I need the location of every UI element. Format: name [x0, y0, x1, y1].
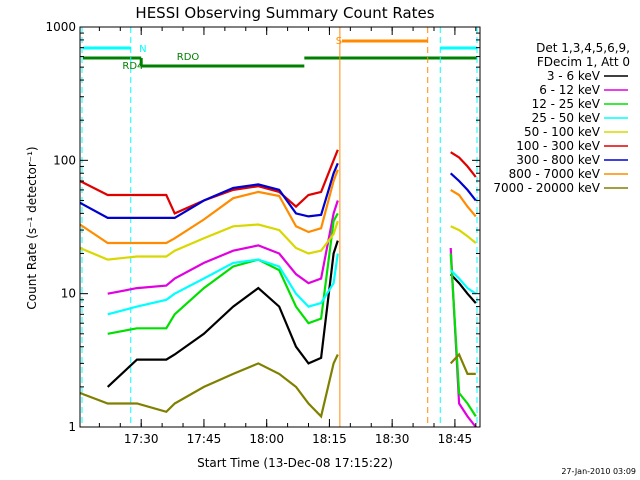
- annotation-s: S: [336, 36, 342, 47]
- series-line-6: [79, 162, 339, 219]
- series-line-3: [107, 253, 339, 316]
- series-line-8: [449, 352, 476, 375]
- legend-entry-label: 50 - 100 keV: [524, 125, 601, 139]
- series-line-7: [79, 169, 339, 245]
- series-group: [79, 149, 477, 428]
- series-line-1: [107, 200, 339, 295]
- legend-entry-label: 3 - 6 keV: [547, 69, 601, 83]
- legend-entry-label: 12 - 25 keV: [532, 97, 601, 111]
- orbit-bands: N S RDO RD4: [81, 27, 478, 427]
- y-tick-label: 1000: [45, 20, 76, 34]
- series-line-2: [449, 253, 477, 417]
- legend-entry-label: 300 - 800 keV: [516, 153, 600, 167]
- series-line-8: [79, 354, 339, 419]
- legend-header-line1: Det 1,3,4,5,6,9,: [536, 41, 630, 55]
- legend-entry-label: 100 - 300 keV: [516, 139, 600, 153]
- series-line-5: [450, 151, 477, 178]
- y-tick-label: 10: [61, 287, 76, 301]
- series-line-3: [449, 269, 477, 295]
- series-line-0: [449, 273, 477, 304]
- legend-header-line2: FDecim 1, Att 0: [537, 55, 630, 69]
- x-tick-label: 17:45: [187, 432, 222, 446]
- timestamp: 27-Jan-2010 03:09: [561, 467, 636, 476]
- series-line-4: [450, 225, 477, 244]
- y-axis: 1 10 100 1000: [45, 20, 480, 434]
- plot-frame: [79, 26, 481, 428]
- x-axis: 17:30 17:45 18:00 18:15 18:30 18:45: [98, 27, 477, 446]
- y-tick-label: 100: [53, 153, 76, 167]
- series-line-5: [79, 149, 339, 215]
- x-tick-label: 17:30: [124, 432, 159, 446]
- series-line-0: [106, 240, 339, 388]
- y-tick-label: 1: [68, 420, 76, 434]
- x-tick-label: 18:15: [312, 432, 347, 446]
- x-tick-label: 18:45: [438, 432, 473, 446]
- legend-entry-label: 800 - 7000 keV: [509, 167, 601, 181]
- legend-entry-label: 7000 - 20000 keV: [493, 181, 600, 195]
- chart-title: HESSI Observing Summary Count Rates: [135, 4, 434, 22]
- annotation-rd4: RD4: [122, 61, 143, 72]
- x-tick-label: 18:00: [249, 432, 284, 446]
- annotation-n: N: [139, 44, 146, 55]
- annotation-rdo: RDO: [177, 52, 200, 63]
- legend-entry-label: 6 - 12 keV: [539, 83, 601, 97]
- legend: Det 1,3,4,5,6,9, FDecim 1, Att 0 3 - 6 k…: [493, 41, 630, 195]
- series-line-7: [450, 188, 477, 218]
- series-line-4: [79, 220, 339, 261]
- series-line-6: [449, 172, 477, 202]
- y-axis-label: Count Rate (s⁻¹ detector⁻¹): [25, 146, 39, 309]
- legend-entry-label: 25 - 50 keV: [532, 111, 601, 125]
- x-axis-label: Start Time (13-Dec-08 17:15:22): [197, 456, 393, 470]
- x-tick-label: 18:30: [375, 432, 410, 446]
